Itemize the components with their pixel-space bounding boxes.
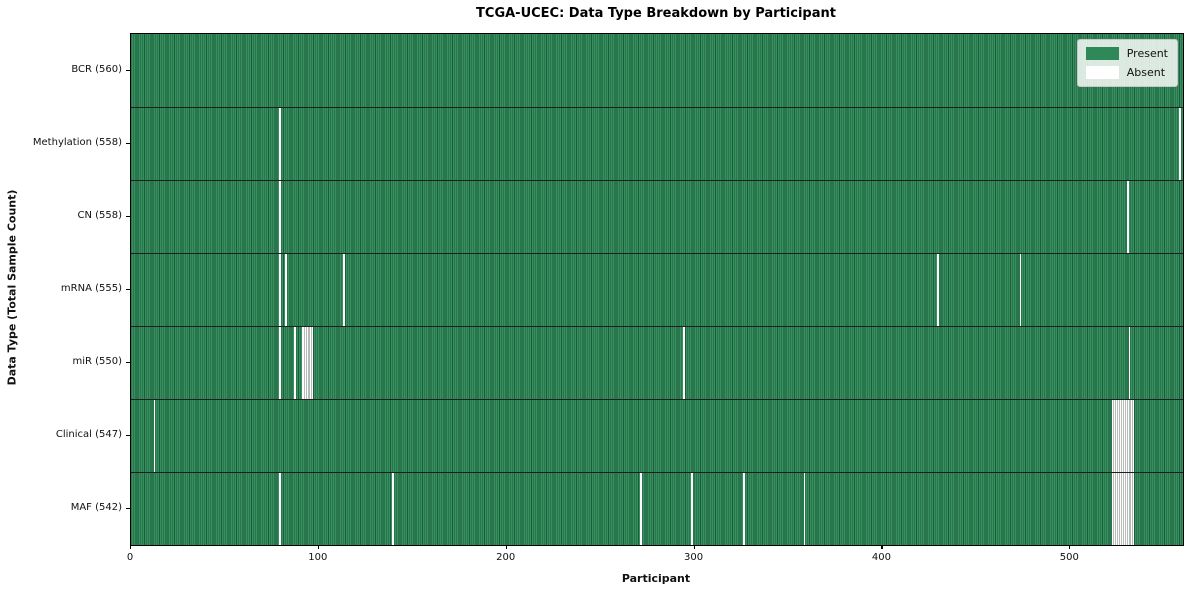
heatmap-row — [131, 472, 1183, 545]
chart-title: TCGA-UCEC: Data Type Breakdown by Partic… — [476, 6, 836, 21]
absent-cell — [1179, 108, 1182, 180]
absent-cell — [1122, 473, 1125, 545]
absent-cell — [1121, 400, 1123, 472]
absent-cell — [936, 254, 939, 326]
y-tick-label: BCR (560) — [71, 63, 122, 75]
y-tick-mark — [126, 507, 130, 509]
heatmap-row — [131, 399, 1183, 472]
absent-cell — [1130, 473, 1133, 545]
x-tick-label: 0 — [126, 552, 134, 563]
absent-cell — [1121, 473, 1123, 545]
x-tick-mark — [505, 545, 507, 549]
absent-cell — [279, 181, 282, 253]
absent-cell — [1119, 400, 1121, 472]
absent-cell — [1113, 400, 1116, 472]
y-tick-label: MAF (542) — [70, 501, 122, 513]
absent-cell — [1111, 473, 1114, 545]
legend-swatch-absent-icon — [1085, 66, 1119, 79]
absent-cell — [1117, 400, 1120, 472]
legend: Present Absent — [1076, 39, 1178, 87]
absent-cell — [305, 327, 308, 399]
absent-cell — [1119, 473, 1121, 545]
y-tick-mark — [126, 434, 130, 436]
legend-item: Absent — [1085, 66, 1168, 79]
absent-cell — [285, 254, 287, 326]
y-tick-mark — [126, 288, 130, 290]
heatmap-row — [131, 326, 1183, 399]
absent-cell — [1113, 473, 1116, 545]
y-tick-mark — [126, 142, 130, 144]
absent-cell — [1019, 254, 1022, 326]
heatmap-row — [131, 180, 1183, 253]
heatmap-row — [131, 253, 1183, 326]
absent-cell — [683, 327, 686, 399]
absent-cell — [279, 254, 282, 326]
x-tick-label: 400 — [871, 552, 891, 563]
absent-cell — [307, 327, 310, 399]
x-tick-mark — [130, 545, 132, 549]
x-tick-mark — [881, 545, 883, 549]
absent-cell — [1124, 400, 1127, 472]
y-tick-mark — [126, 215, 130, 217]
heatmap-row — [131, 107, 1183, 180]
absent-cell — [1132, 400, 1135, 472]
absent-cell — [1111, 400, 1114, 472]
absent-cell — [1115, 400, 1118, 472]
absent-cell — [743, 473, 746, 545]
absent-cell — [803, 473, 806, 545]
absent-cell — [1124, 473, 1127, 545]
absent-cell — [1122, 400, 1125, 472]
legend-item: Present — [1085, 47, 1168, 60]
legend-label: Absent — [1126, 66, 1166, 79]
x-tick-mark — [1069, 545, 1071, 549]
y-tick-label: miR (550) — [72, 355, 122, 367]
absent-cell — [1126, 181, 1129, 253]
absent-cell — [1130, 400, 1133, 472]
legend-label: Present — [1126, 47, 1168, 60]
absent-cell — [1126, 473, 1129, 545]
x-tick-mark — [317, 545, 320, 549]
absent-cell — [279, 327, 282, 399]
x-tick-label: 300 — [684, 552, 704, 563]
absent-cell — [1128, 473, 1131, 545]
absent-cell — [1126, 400, 1129, 472]
absent-cell — [303, 327, 306, 399]
absent-cell — [1115, 473, 1118, 545]
y-tick-label: CN (558) — [77, 209, 122, 221]
absent-cell — [1128, 327, 1131, 399]
absent-cell — [294, 327, 297, 399]
legend-swatch-present-icon — [1085, 47, 1119, 60]
absent-cell — [309, 327, 312, 399]
absent-cell — [343, 254, 346, 326]
y-tick-mark — [126, 361, 130, 363]
x-tick-mark — [693, 545, 695, 549]
x-axis-label: Participant — [621, 572, 691, 585]
plot-area: Present Absent — [130, 33, 1184, 546]
heatmap-row — [131, 34, 1183, 107]
y-tick-label: Clinical (547) — [55, 428, 122, 440]
absent-cell — [1132, 473, 1135, 545]
absent-cell — [1128, 400, 1131, 472]
x-tick-label: 100 — [308, 552, 328, 563]
absent-cell — [392, 473, 394, 545]
y-tick-label: mRNA (555) — [60, 282, 122, 294]
absent-cell — [311, 327, 314, 399]
absent-cell — [279, 473, 282, 545]
absent-cell — [1117, 473, 1120, 545]
absent-cell — [690, 473, 693, 545]
absent-cell — [279, 108, 282, 180]
x-tick-label: 500 — [1059, 552, 1079, 563]
y-tick-label: Methylation (558) — [32, 136, 122, 148]
x-tick-label: 200 — [496, 552, 516, 563]
y-tick-mark — [126, 69, 130, 71]
absent-cell — [301, 327, 304, 399]
absent-cell — [153, 400, 156, 472]
absent-cell — [640, 473, 642, 545]
